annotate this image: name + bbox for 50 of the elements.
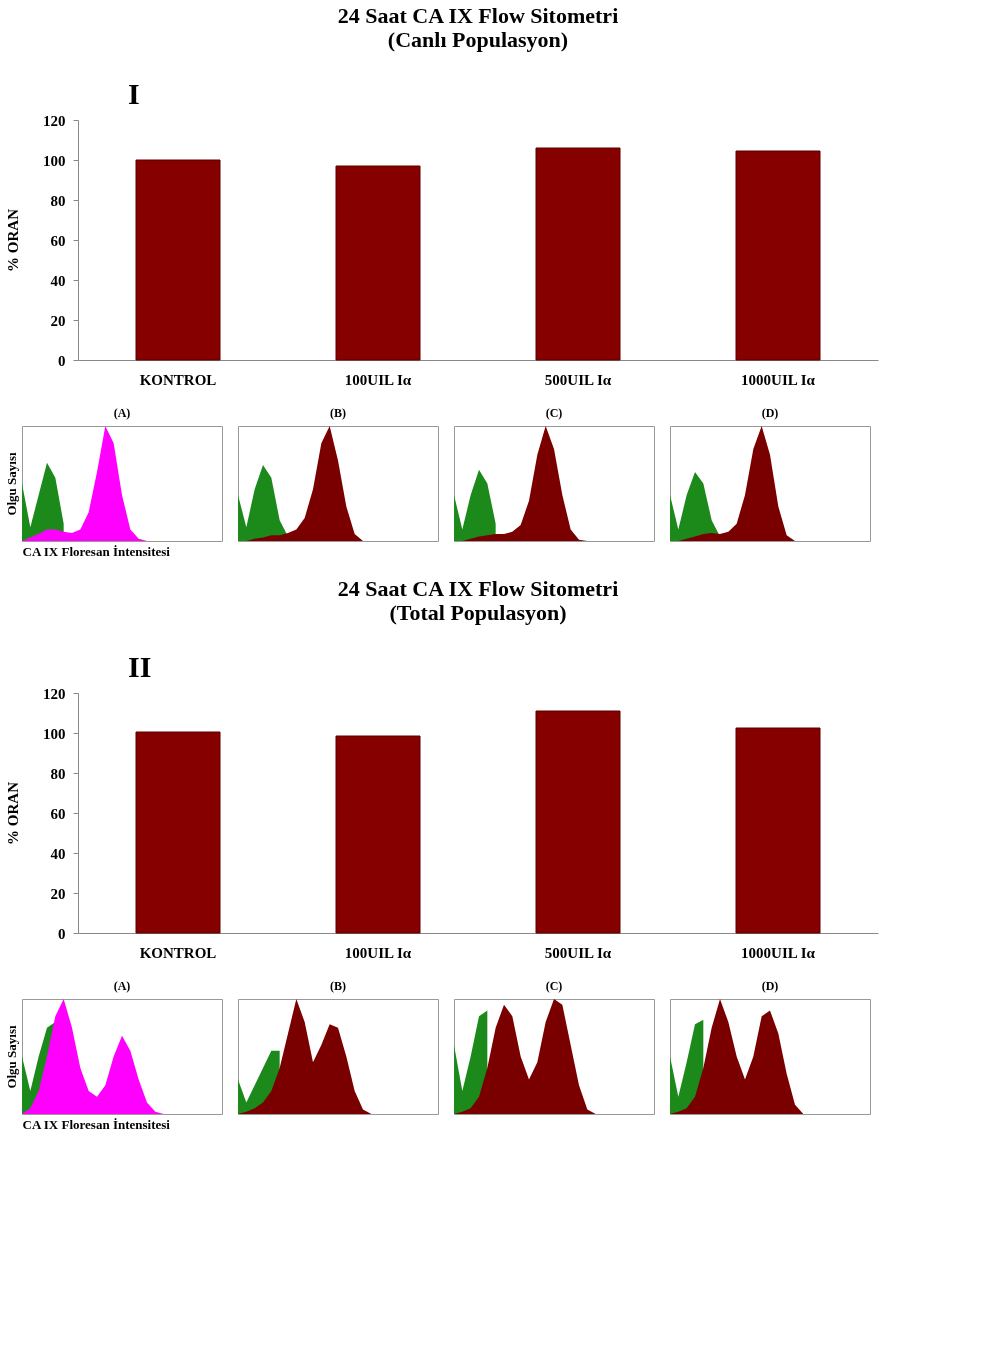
chart-title: (A)	[113, 406, 131, 420]
x-axis-title: CA IX Floresan İntensitesi	[22, 543, 171, 559]
bar	[535, 147, 621, 361]
bar	[135, 731, 221, 934]
y-tick-label: 60	[50, 232, 66, 249]
chart-title: (D)	[761, 406, 779, 420]
y-tick-label: 20	[50, 312, 66, 329]
text: (Total Populasyon)	[389, 600, 567, 625]
y-tick-label: 40	[50, 272, 66, 289]
y-tick-label: 0	[58, 925, 66, 942]
y-axis-title: Olgu Sayısı	[3, 452, 19, 516]
text: 24 Saat CA IX Flow Sitometri	[337, 576, 619, 601]
x-tick-label: 1000UIL Iα	[741, 371, 816, 388]
text: (Canlı Populasyon)	[387, 27, 569, 52]
y-axis-title: % ORAN	[5, 208, 21, 272]
y-tick-label: 20	[50, 885, 66, 902]
y-tick-label: 100	[43, 152, 66, 169]
y-tick-label: 40	[50, 845, 66, 862]
bar	[335, 165, 421, 361]
y-axis-title: Olgu Sayısı	[3, 1025, 19, 1089]
bar	[335, 735, 421, 934]
x-tick-label: 100UIL Iα	[344, 944, 412, 961]
bar	[135, 159, 221, 361]
y-tick-label: 80	[50, 765, 66, 782]
chart-title: (A)	[113, 979, 131, 993]
y-tick-label: 80	[50, 192, 66, 209]
y-axis-title: % ORAN	[5, 781, 21, 845]
text: I	[128, 77, 140, 110]
x-axis-title: CA IX Floresan İntensitesi	[22, 1116, 171, 1132]
x-tick-label: 500UIL Iα	[544, 944, 612, 961]
y-tick-label: 60	[50, 805, 66, 822]
x-tick-label: 500UIL Iα	[544, 371, 612, 388]
x-tick-label: 1000UIL Iα	[741, 944, 816, 961]
y-tick-label: 120	[43, 685, 66, 702]
chart-title: (C)	[545, 979, 563, 993]
bar	[735, 150, 821, 361]
y-tick-label: 0	[58, 352, 66, 369]
x-tick-label: KONTROL	[139, 371, 217, 388]
text: II	[128, 650, 152, 683]
chart-title: (B)	[330, 979, 346, 993]
bar	[735, 727, 821, 934]
x-tick-label: 100UIL Iα	[344, 371, 412, 388]
y-tick-label: 120	[43, 112, 66, 129]
bar	[535, 710, 621, 934]
x-tick-label: KONTROL	[139, 944, 217, 961]
chart-title: (C)	[545, 406, 563, 420]
text: 24 Saat CA IX Flow Sitometri	[337, 3, 619, 28]
y-tick-label: 100	[43, 725, 66, 742]
chart-title: (B)	[330, 406, 346, 420]
chart-title: (D)	[761, 979, 779, 993]
